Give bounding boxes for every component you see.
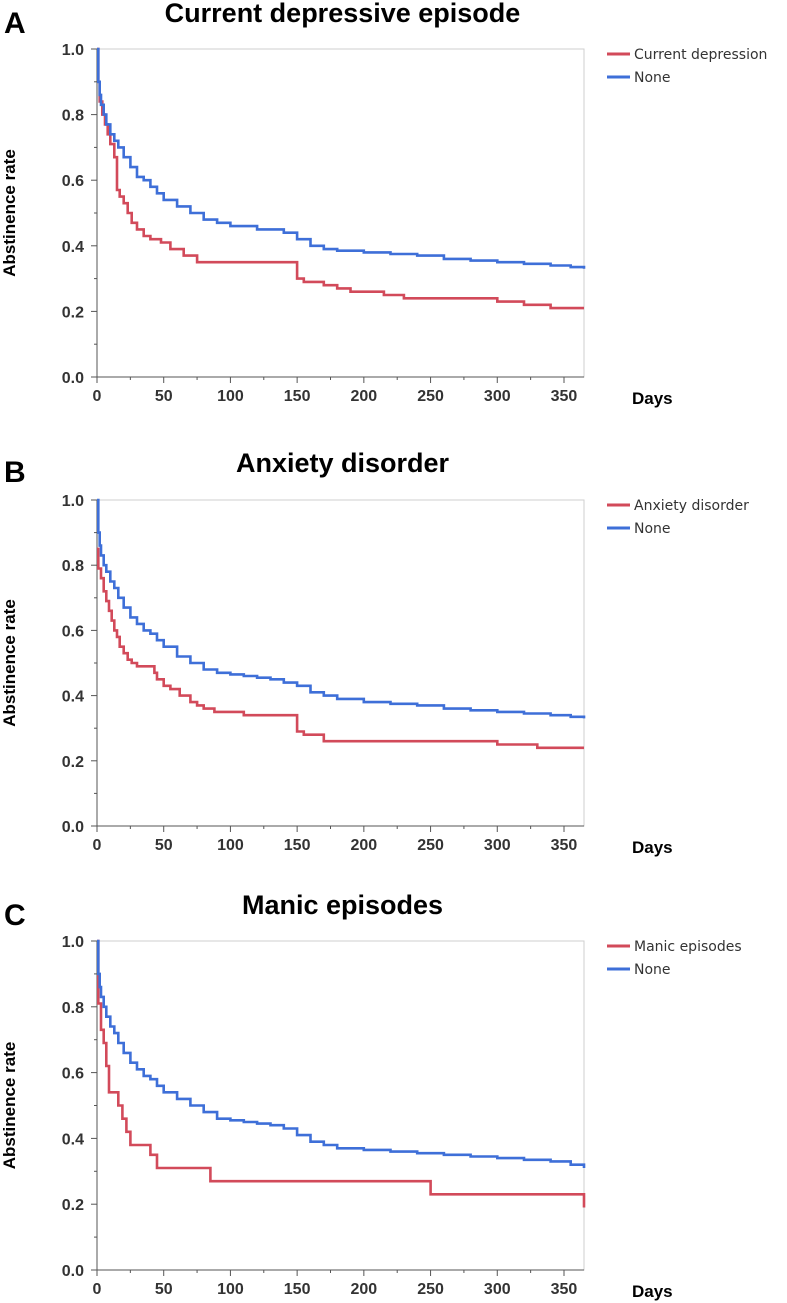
y-tick-label: 0.8 (62, 1000, 84, 1017)
y-tick-label: 0.2 (62, 754, 84, 771)
plot-frame (96, 940, 585, 1271)
y-axis-label: Abstinence rate (0, 599, 19, 727)
x-tick-label: 0 (93, 837, 102, 854)
x-tick-label: 250 (417, 837, 444, 854)
x-tick-label: 100 (217, 837, 244, 854)
x-tick-label: 0 (93, 1281, 102, 1298)
x-tick-label: 200 (350, 1281, 377, 1298)
chart-title: Current depressive episode (165, 0, 521, 28)
y-tick-label: 0.6 (62, 1066, 84, 1083)
y-tick-label: 0.6 (62, 173, 84, 190)
panel-letter: B (4, 456, 26, 489)
series-line-none (97, 498, 586, 719)
y-tick-label: 0.0 (62, 819, 84, 836)
y-tick-label: 1.0 (62, 493, 84, 510)
y-axis-label: Abstinence rate (0, 1042, 19, 1170)
x-tick-label: 50 (155, 388, 173, 405)
x-tick-label: 50 (155, 1281, 173, 1298)
series-line-condition (97, 939, 586, 1208)
y-tick-label: 0.2 (62, 1197, 84, 1214)
y-tick-label: 0.0 (62, 1263, 84, 1280)
y-tick-label: 0.0 (62, 370, 84, 387)
y-tick-label: 0.4 (62, 239, 84, 256)
x-tick-label: 350 (551, 388, 578, 405)
x-tick-label: 200 (350, 837, 377, 854)
y-tick-label: 0.2 (62, 304, 84, 321)
x-tick-label: 100 (217, 1281, 244, 1298)
x-tick-label: 150 (284, 837, 311, 854)
series-line-none (97, 939, 586, 1168)
panel-letter: C (4, 899, 26, 932)
x-axis-label: Days (632, 389, 673, 408)
x-tick-label: 250 (417, 388, 444, 405)
x-tick-label: 250 (417, 1281, 444, 1298)
x-tick-label: 50 (155, 837, 173, 854)
x-tick-label: 300 (484, 388, 511, 405)
series-line-condition (97, 547, 584, 750)
legend-label: Anxiety disorder (634, 498, 749, 514)
y-tick-label: 0.6 (62, 623, 84, 640)
x-tick-label: 150 (284, 388, 311, 405)
x-axis-label: Days (632, 838, 673, 857)
series-line-none (97, 47, 586, 269)
y-axis-label: Abstinence rate (0, 149, 19, 277)
legend-label: Manic episodes (634, 939, 742, 955)
x-tick-label: 200 (350, 388, 377, 405)
plot-frame (96, 48, 585, 378)
chart-title: Manic episodes (242, 890, 443, 920)
legend-label: Current depression (634, 47, 767, 63)
y-tick-label: 1.0 (62, 42, 84, 59)
x-tick-label: 350 (551, 837, 578, 854)
y-tick-label: 0.8 (62, 558, 84, 575)
x-tick-label: 350 (551, 1281, 578, 1298)
x-tick-label: 0 (93, 388, 102, 405)
chart-title: Anxiety disorder (236, 448, 450, 478)
panel-letter: A (4, 7, 26, 40)
plot-frame (96, 499, 585, 827)
legend-label: None (634, 70, 671, 86)
x-axis-label: Days (632, 1282, 673, 1301)
x-tick-label: 100 (217, 388, 244, 405)
legend-label: None (634, 962, 671, 978)
x-tick-label: 300 (484, 1281, 511, 1298)
x-tick-label: 300 (484, 837, 511, 854)
x-tick-label: 150 (284, 1281, 311, 1298)
y-tick-label: 0.8 (62, 108, 84, 125)
legend-label: None (634, 521, 671, 537)
chart-panel-c: C Manic episodes 0.0 0.2 0.4 0.6 0.8 1.0 0 50 100 1… (0, 890, 742, 1301)
chart-panel-a: A Current depressive episode 0.0 0.2 0.4 0.6 0… (0, 0, 767, 408)
y-tick-label: 1.0 (62, 934, 84, 951)
series-line-condition (97, 47, 584, 310)
y-tick-label: 0.4 (62, 1131, 84, 1148)
chart-panel-b: B Anxiety disorder 0.0 0.2 0.4 0.6 0.8 1.0 0 50 10… (0, 448, 749, 857)
y-tick-label: 0.4 (62, 689, 84, 706)
